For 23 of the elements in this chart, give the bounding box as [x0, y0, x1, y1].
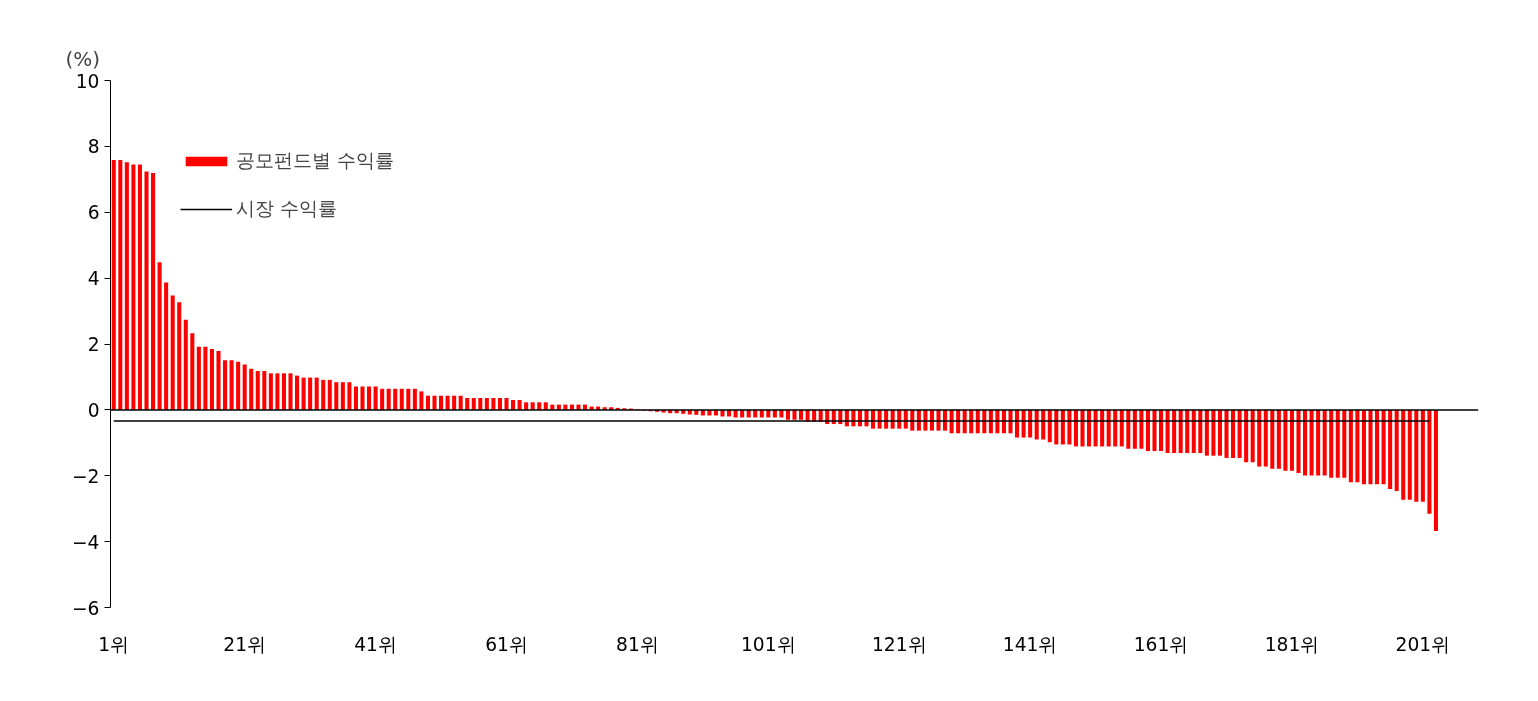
y-tick-label: −6	[72, 597, 100, 619]
y-tick-label: 4	[87, 268, 100, 290]
x-tick-label: 201위	[1395, 633, 1451, 655]
legend-label: 공모펀드별 수익률	[236, 149, 394, 173]
x-tick-label: 101위	[741, 633, 796, 655]
x-tick-label: 1위	[98, 633, 130, 655]
x-tick-label: 61위	[485, 633, 528, 655]
y-tick-label: −4	[72, 531, 100, 553]
x-tick-label: 141위	[1002, 633, 1058, 655]
x-tick-label: 121위	[871, 633, 927, 655]
y-tick-label: 8	[87, 136, 100, 158]
y-tick-label: 0	[87, 399, 100, 421]
y-tick-label: 6	[87, 202, 100, 224]
x-tick-label: 21위	[223, 633, 267, 655]
legend-label: 시장 수익률	[236, 197, 337, 221]
y-tick-label: 2	[87, 334, 100, 355]
x-tick-label: 41위	[354, 633, 397, 655]
y-axis-title: (%)	[65, 46, 101, 71]
y-tick-label: −2	[72, 465, 100, 487]
x-tick-label: 161위	[1133, 633, 1189, 655]
x-tick-label: 81위	[616, 633, 659, 655]
y-tick-label: 10	[75, 70, 100, 92]
x-tick-label: 181위	[1264, 633, 1320, 655]
